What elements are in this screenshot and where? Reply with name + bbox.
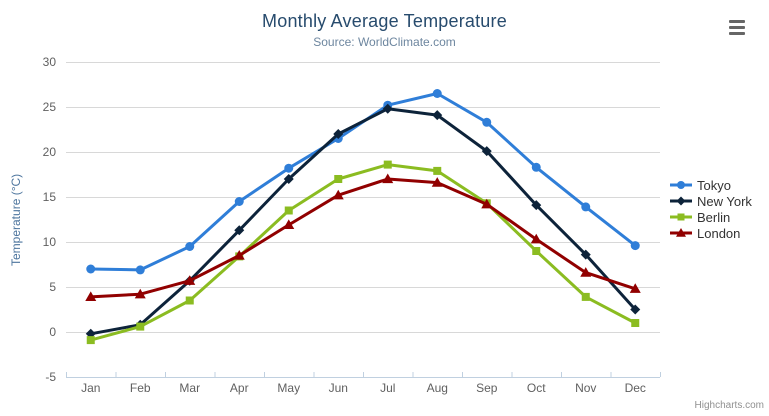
data-point-circle[interactable]	[284, 163, 294, 173]
y-axis-label: 30	[43, 55, 57, 69]
data-point-triangle[interactable]	[530, 233, 542, 244]
x-axis-label: Feb	[130, 381, 151, 395]
hamburger-icon	[729, 32, 745, 35]
credits-link[interactable]: Highcharts.com	[694, 400, 764, 411]
data-point-triangle[interactable]	[382, 173, 394, 184]
data-point-circle[interactable]	[482, 117, 492, 127]
x-axis-label: Nov	[575, 381, 596, 395]
data-point-diamond[interactable]	[283, 174, 294, 184]
legend-label: New York	[697, 193, 752, 209]
data-point-triangle[interactable]	[184, 275, 196, 285]
legend-item-tokyo[interactable]: Tokyo	[670, 177, 752, 193]
data-point-diamond[interactable]	[580, 249, 591, 260]
data-point-triangle[interactable]	[85, 291, 97, 302]
series-tokyo[interactable]	[86, 89, 640, 275]
data-point-square[interactable]	[433, 166, 442, 175]
data-point-square[interactable]	[86, 336, 95, 345]
y-axis-label: 5	[49, 280, 56, 294]
legend-item-london[interactable]: London	[670, 225, 752, 241]
data-point-square[interactable]	[532, 247, 541, 255]
data-point-circle[interactable]	[185, 242, 195, 251]
data-point-diamond[interactable]	[432, 110, 443, 121]
legend-item-new-york[interactable]: New York	[670, 193, 752, 209]
data-point-diamond[interactable]	[481, 146, 492, 157]
legend-label: Tokyo	[697, 177, 731, 193]
legend-label: Berlin	[697, 209, 731, 225]
x-axis-label: May	[277, 381, 300, 395]
data-point-triangle[interactable]	[283, 219, 295, 230]
data-point-square[interactable]	[185, 296, 194, 305]
data-point-triangle[interactable]	[676, 228, 686, 237]
legend-marker-diamond-icon	[670, 196, 692, 206]
data-point-triangle[interactable]	[431, 177, 443, 187]
y-axis-label: 25	[43, 100, 57, 114]
x-axis-label: Mar	[179, 381, 200, 395]
x-axis-label: Jun	[329, 381, 348, 395]
data-point-square[interactable]	[677, 213, 685, 221]
legend-marker-triangle-icon	[670, 228, 692, 237]
data-point-square[interactable]	[631, 319, 640, 327]
data-point-circle[interactable]	[86, 264, 96, 274]
data-point-circle[interactable]	[135, 265, 145, 275]
data-point-circle[interactable]	[581, 202, 591, 212]
series-line	[89, 107, 637, 336]
data-point-circle[interactable]	[677, 181, 685, 189]
data-point-circle[interactable]	[234, 197, 244, 206]
data-point-square[interactable]	[136, 322, 145, 331]
data-point-square[interactable]	[334, 175, 343, 183]
data-point-square[interactable]	[581, 292, 590, 301]
y-axis-label: 0	[49, 325, 56, 339]
data-point-square[interactable]	[284, 206, 293, 215]
x-axis-label: Aug	[427, 381, 448, 395]
x-axis-label: Apr	[230, 381, 249, 395]
data-point-diamond[interactable]	[531, 200, 542, 211]
series-line	[89, 163, 637, 342]
x-axis-label: Dec	[625, 381, 646, 395]
y-axis-label: 20	[43, 145, 57, 159]
chart-subtitle: Source: WorldClimate.com	[313, 35, 456, 49]
y-axis-label: -5	[45, 370, 56, 384]
series-line	[89, 177, 637, 299]
hamburger-icon	[729, 20, 745, 23]
legend-item-berlin[interactable]: Berlin	[670, 209, 752, 225]
x-axis-label: Jul	[380, 381, 395, 395]
data-point-circle[interactable]	[630, 241, 640, 251]
legend: Tokyo New York Berlin London	[670, 177, 752, 241]
data-point-diamond[interactable]	[234, 225, 245, 236]
data-point-triangle[interactable]	[629, 283, 641, 293]
series-new-york[interactable]	[85, 103, 641, 339]
series-london[interactable]	[85, 173, 641, 302]
data-point-square[interactable]	[383, 160, 392, 169]
legend-marker-circle-icon	[670, 181, 692, 189]
data-point-diamond[interactable]	[676, 196, 686, 206]
chart-title: Monthly Average Temperature	[262, 11, 507, 31]
data-point-circle[interactable]	[432, 89, 442, 98]
x-axis-label: Jan	[81, 381, 100, 395]
y-axis-label: 15	[43, 190, 57, 204]
chart-context-menu-button[interactable]	[729, 19, 749, 36]
legend-marker-square-icon	[670, 213, 692, 221]
data-point-triangle[interactable]	[134, 288, 146, 299]
data-point-triangle[interactable]	[481, 198, 493, 209]
data-point-triangle[interactable]	[580, 267, 592, 277]
x-axis-label: Sep	[476, 381, 498, 395]
data-point-triangle[interactable]	[332, 189, 344, 200]
y-axis-label: 10	[43, 235, 57, 249]
data-point-diamond[interactable]	[333, 129, 344, 139]
x-axis-label: Oct	[527, 381, 546, 395]
hamburger-icon	[729, 26, 745, 29]
legend-label: London	[697, 225, 741, 241]
data-point-triangle[interactable]	[233, 250, 245, 260]
data-point-diamond[interactable]	[630, 304, 641, 315]
data-point-circle[interactable]	[531, 162, 541, 172]
data-point-diamond[interactable]	[382, 103, 393, 114]
